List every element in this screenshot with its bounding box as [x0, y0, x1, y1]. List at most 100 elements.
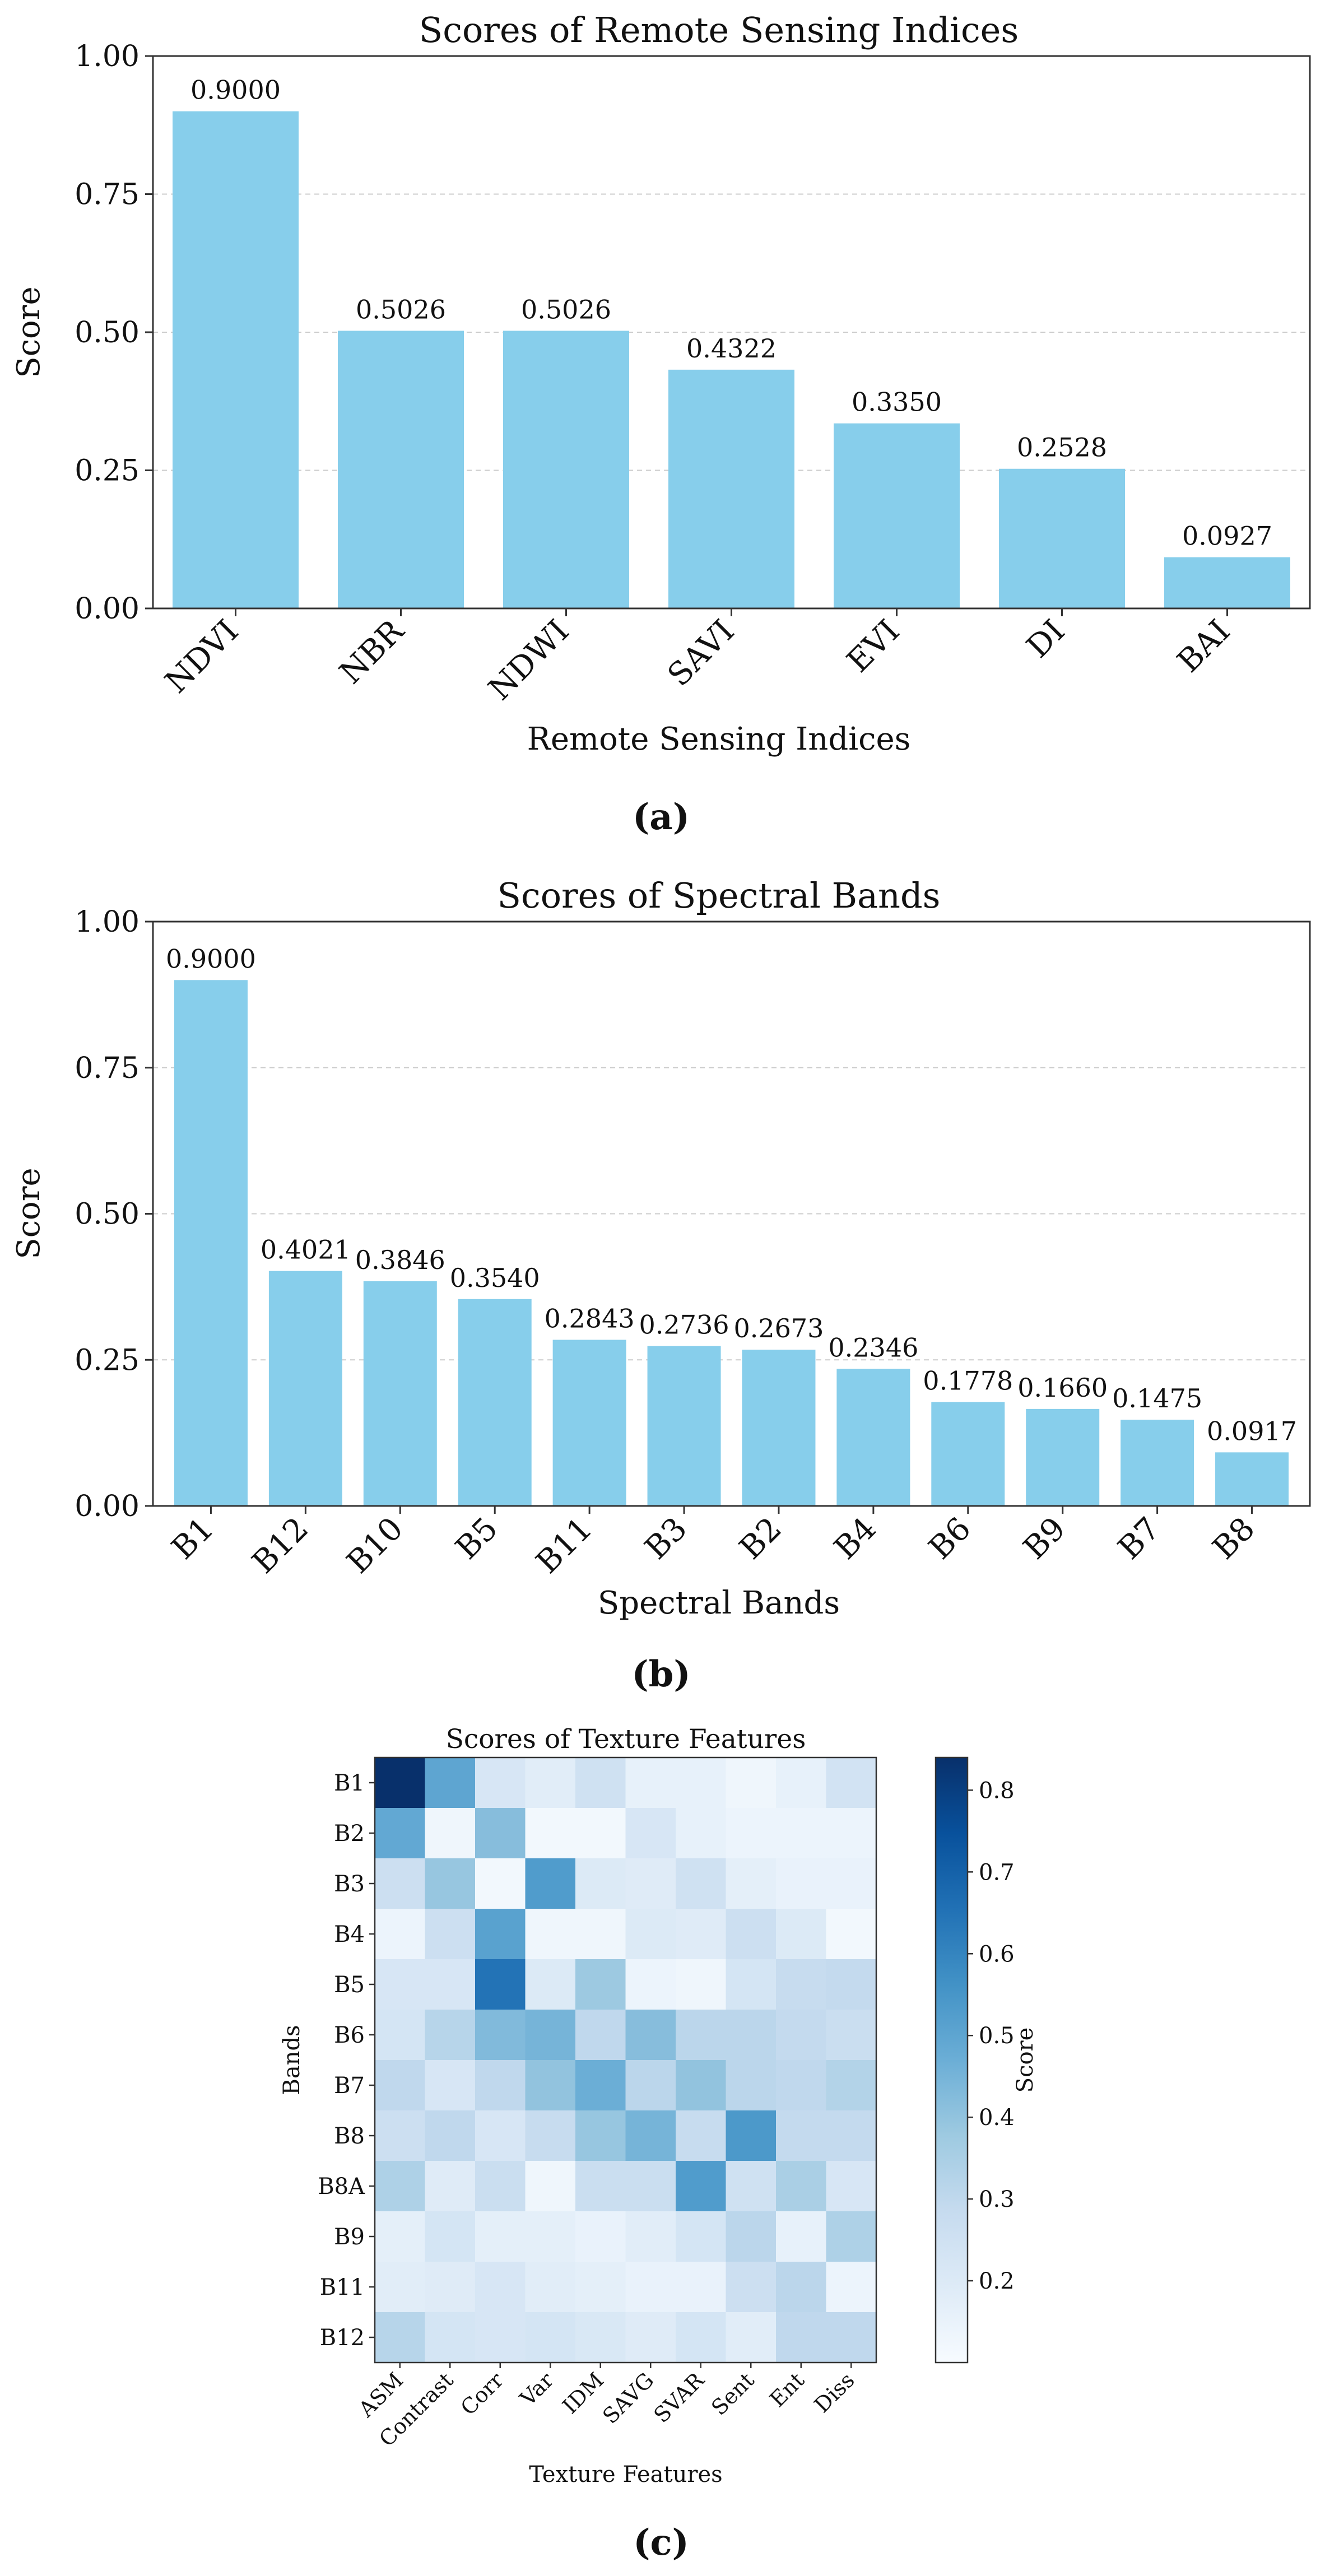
- heatmap-cell: [676, 2211, 727, 2262]
- heatmap-cell: [625, 2211, 676, 2262]
- heatmap-cell: [375, 2060, 426, 2111]
- heatmap-cell: [776, 2010, 827, 2061]
- heatmap-cell: [375, 1808, 426, 1859]
- heatmap-cell: [625, 1808, 676, 1859]
- heatmap-cell: [525, 1909, 576, 1960]
- y-tick-label: 0.50: [75, 1198, 140, 1231]
- heatmap-col-label: Ent: [765, 2368, 809, 2412]
- heatmap-cell: [625, 2312, 676, 2363]
- bar-b6: [931, 1402, 1005, 1506]
- chart-a-ylabel: Score: [11, 286, 47, 378]
- data-label-b7: 0.1475: [1112, 1383, 1202, 1413]
- bar-b10: [363, 1281, 437, 1506]
- heatmap-col-label: Sent: [706, 2368, 759, 2420]
- heatmap-cell: [525, 1959, 576, 2010]
- data-label-bai: 0.0927: [1182, 521, 1272, 551]
- heatmap-cell: [726, 1757, 777, 1808]
- heatmap-cell: [676, 1808, 727, 1859]
- heatmap-row-label: B8: [334, 2123, 365, 2149]
- heatmap-cell: [575, 1858, 626, 1909]
- data-label-b5: 0.3540: [450, 1263, 540, 1293]
- data-label-savi: 0.4322: [686, 333, 777, 364]
- heatmap-cell: [525, 1808, 576, 1859]
- heatmap-cell: [525, 1757, 576, 1808]
- data-label-b8: 0.0917: [1207, 1416, 1297, 1446]
- bar-b2: [742, 1350, 816, 1506]
- data-label-b1: 0.9000: [166, 943, 256, 974]
- x-tick-label-bai: BAI: [1170, 613, 1237, 680]
- heatmap-ylabel: Bands: [279, 2025, 305, 2095]
- data-label-ndwi: 0.5026: [521, 294, 611, 324]
- heatmap-cell: [826, 2060, 877, 2111]
- heatmap-cell: [776, 2312, 827, 2363]
- heatmap-cell: [375, 1757, 426, 1808]
- y-tick-label: 1.00: [75, 905, 140, 939]
- y-tick-label: 0.50: [75, 316, 140, 350]
- heatmap-cell: [425, 1757, 476, 1808]
- colorbar-tick-label: 0.7: [979, 1859, 1015, 1885]
- heatmap-cell: [776, 1959, 827, 2010]
- heatmap-cell: [625, 2060, 676, 2111]
- heatmap-cell: [726, 2211, 777, 2262]
- data-label-nbr: 0.5026: [356, 294, 446, 324]
- heatmap-cell: [575, 2110, 626, 2161]
- heatmap-row-label: B2: [334, 1821, 365, 1847]
- heatmap-cell: [525, 2161, 576, 2212]
- heatmap-cell: [575, 2161, 626, 2212]
- x-tick-label-b9: B9: [1016, 1510, 1072, 1566]
- heatmap-cell: [776, 2060, 827, 2111]
- heatmap-cell: [776, 2110, 827, 2161]
- heatmap-cell: [625, 2010, 676, 2061]
- heatmap-cell: [425, 2010, 476, 2061]
- colorbar-tick-label: 0.3: [979, 2187, 1015, 2212]
- heatmap-cell: [676, 2110, 727, 2161]
- heatmap-cell: [726, 1858, 777, 1909]
- chart-c-caption: (c): [633, 2522, 689, 2564]
- heatmap-cell: [826, 1757, 877, 1808]
- heatmap-row-label: B9: [334, 2224, 365, 2250]
- data-label-evi: 0.3350: [852, 387, 942, 417]
- heatmap-cell: [676, 1959, 727, 2010]
- heatmap-cell: [776, 2262, 827, 2313]
- heatmap-xlabel: Texture Features: [529, 2462, 722, 2487]
- heatmap-cell: [575, 2312, 626, 2363]
- heatmap-cell: [375, 2211, 426, 2262]
- x-tick-label-b8: B8: [1206, 1510, 1262, 1566]
- heatmap-cell: [676, 2262, 727, 2313]
- x-tick-label-di: DI: [1020, 613, 1072, 665]
- heatmap-cell: [676, 1757, 727, 1808]
- heatmap-cell: [475, 2211, 526, 2262]
- chart-a-caption: (a): [633, 796, 690, 838]
- y-tick-label: 1.00: [75, 40, 140, 73]
- heatmap-cell: [776, 1858, 827, 1909]
- x-tick-label-b4: B4: [827, 1510, 884, 1566]
- heatmap-row-label: B1: [334, 1770, 365, 1796]
- heatmap-frame: [374, 1756, 877, 2364]
- heatmap-cell: [625, 1858, 676, 1909]
- heatmap-cell: [726, 2010, 777, 2061]
- heatmap-cell: [826, 2010, 877, 2061]
- panel-c-heatmap: Scores of Texture Features B1 B2 B3 B4 B5 B6 B…: [279, 1724, 1038, 2564]
- y-tick-label: 0.75: [75, 1052, 140, 1085]
- data-label-b11: 0.2843: [545, 1303, 635, 1333]
- heatmap-cell: [676, 2161, 727, 2212]
- heatmap-cell: [525, 2312, 576, 2363]
- heatmap-cell: [375, 2010, 426, 2061]
- heatmap-col-label: SVAR: [649, 2367, 709, 2428]
- x-tick-label-evi: EVI: [840, 613, 906, 680]
- data-label-b12: 0.4021: [261, 1235, 351, 1265]
- bar-b12: [268, 1271, 342, 1506]
- heatmap-cell: [475, 2060, 526, 2111]
- heatmap-cell: [826, 2161, 877, 2212]
- colorbar-tick-label: 0.6: [979, 1941, 1015, 1967]
- heatmap-cell: [425, 1808, 476, 1859]
- heatmap-cell: [375, 1959, 426, 2010]
- chart-b-ylabel: Score: [11, 1168, 47, 1259]
- data-label-b10: 0.3846: [355, 1245, 445, 1275]
- heatmap-cell: [375, 1909, 426, 1960]
- heatmap-cell: [425, 1959, 476, 2010]
- heatmap-cell: [475, 1959, 526, 2010]
- x-tick-label-b7: B7: [1111, 1510, 1167, 1566]
- colorbar-tick-label: 0.5: [979, 2023, 1015, 2049]
